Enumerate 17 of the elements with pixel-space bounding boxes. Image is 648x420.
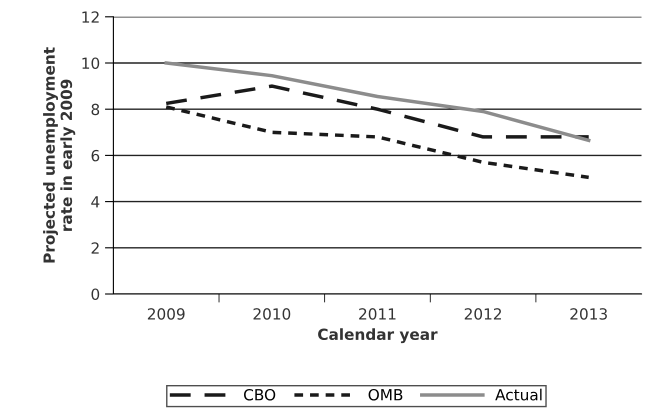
y-tick-label: 12 — [82, 11, 99, 23]
y-tick-label: 8 — [92, 104, 100, 116]
y-tick-label: 2 — [92, 242, 99, 254]
y-tick-label: 0 — [91, 288, 100, 300]
x-tick-label: 2009 — [148, 308, 185, 320]
y-tick-label: 4 — [91, 196, 100, 208]
y-axis-title: Projected unemployment rate in early 2009 — [43, 47, 76, 262]
x-tick-label: 2010 — [254, 308, 290, 320]
legend-label: Actual — [495, 388, 542, 401]
x-axis-title: Calendar year — [318, 328, 438, 344]
y-tick-label: 10 — [82, 57, 100, 70]
x-tick-label: 2011 — [359, 308, 396, 320]
legend-label: CBO — [244, 388, 276, 401]
legend-label: OMB — [368, 388, 402, 401]
y-tick-label: 6 — [92, 150, 100, 162]
x-tick-label: 2013 — [570, 308, 607, 320]
x-tick-label: 2012 — [464, 308, 501, 320]
